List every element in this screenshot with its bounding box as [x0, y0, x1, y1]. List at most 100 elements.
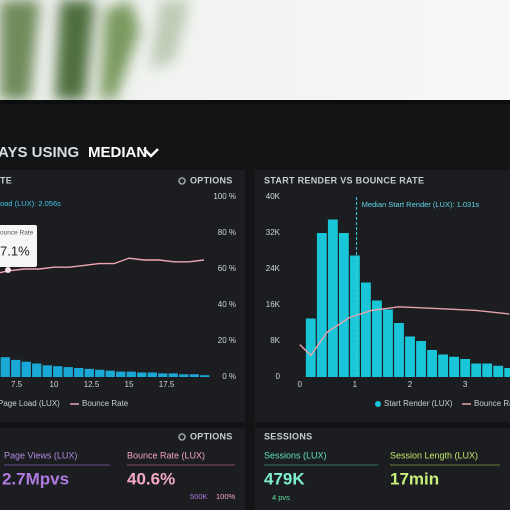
y-tick-label: 40 %	[218, 300, 236, 309]
stat-value: 17min	[390, 469, 439, 488]
legend-label: Page Load (LUX)	[0, 399, 60, 408]
histogram-bar	[53, 366, 63, 377]
y-tick-label: 0 %	[222, 372, 236, 381]
histogram-bar	[189, 374, 199, 377]
histogram-bar	[105, 370, 115, 377]
annotation: Median Start Render (LUX): 1.031s	[362, 200, 480, 209]
panel	[255, 428, 510, 510]
chevron[interactable]	[143, 148, 159, 158]
panel-title: TE	[0, 175, 12, 185]
histogram-bar	[460, 359, 471, 377]
x-tick-label: 12.5	[84, 380, 100, 389]
histogram-bar	[493, 365, 504, 377]
y-tick-label: 80 %	[218, 228, 236, 237]
histogram-bar	[394, 323, 404, 377]
legend-label: Bounce Rate	[82, 399, 129, 408]
stat-label: Session Length (LUX)	[390, 450, 478, 460]
histogram-bar	[383, 309, 393, 377]
stat-value: 2.7Mpvs	[2, 469, 69, 488]
line	[0, 257, 205, 274]
y-tick-label: 60 %	[218, 264, 236, 273]
histogram-bar	[372, 300, 382, 377]
gear-icon[interactable]	[178, 433, 186, 441]
histogram-bar	[405, 336, 415, 377]
y-tick-label: 16K	[266, 300, 281, 309]
x-tick-label: 1	[353, 380, 358, 389]
header-title-light: AYS USING	[0, 144, 79, 161]
scale-label: 100%	[216, 492, 236, 501]
histogram-bar	[63, 367, 73, 377]
stat-value: 479K	[264, 469, 305, 488]
stat-sub: 4 pvs	[272, 493, 290, 502]
x-tick-label: 3	[463, 380, 468, 389]
panel	[0, 428, 245, 510]
histogram-bar	[360, 282, 371, 377]
tooltip	[0, 225, 37, 267]
y-tick-label: 32K	[266, 228, 281, 237]
legend-label: Bounce Rate	[474, 399, 510, 408]
x-tick-label: 15	[125, 380, 134, 389]
histogram-bar	[482, 363, 493, 377]
hover-dot	[5, 267, 11, 273]
histogram-bar	[11, 359, 21, 377]
panel	[0, 170, 245, 422]
histogram-bar	[427, 350, 437, 377]
histogram-bar	[84, 368, 94, 377]
scale-label: 500K	[190, 492, 208, 501]
gear-icon[interactable]	[178, 177, 186, 185]
tooltip-value: 7.1%	[0, 243, 30, 258]
histogram-bar	[74, 368, 84, 377]
histogram-bar	[416, 341, 426, 377]
histogram-bar	[438, 354, 449, 377]
histogram-bar	[158, 373, 168, 377]
y-tick-label: 20 %	[218, 336, 236, 345]
plot	[299, 219, 510, 377]
legend-label: Start Render (LUX)	[384, 399, 453, 408]
x-tick-label: 17.5	[159, 380, 175, 389]
histogram-bar	[327, 219, 338, 377]
y-tick-label: 0	[276, 372, 281, 381]
x-tick-label: 10	[50, 380, 59, 389]
x-tick-label: 7.5	[11, 380, 23, 389]
y-tick-label: 8K	[270, 336, 280, 345]
histogram-bar	[200, 375, 210, 377]
legend-swatch	[375, 401, 381, 407]
tooltip-label: ounce Rate	[0, 230, 34, 237]
blurred-plant	[0, 0, 190, 100]
histogram-bar	[42, 365, 52, 377]
stat-label: Bounce Rate (LUX)	[127, 450, 205, 460]
y-tick-label: 24K	[266, 264, 281, 273]
stat-label: Page Views (LUX)	[4, 450, 77, 460]
stat-label: Sessions (LUX)	[264, 450, 327, 460]
histogram-bar	[126, 371, 136, 377]
y-tick-label: 100 %	[213, 192, 236, 201]
header-title-bold: MEDIAN	[88, 144, 147, 161]
plot	[0, 257, 210, 377]
histogram-bar	[471, 363, 482, 377]
histogram-bar	[168, 373, 178, 377]
histogram-bar	[316, 233, 327, 377]
annotation: oad (LUX): 2.056s	[0, 199, 61, 208]
histogram-bar	[305, 318, 316, 377]
y-tick-label: 40K	[266, 192, 281, 201]
histogram-bar	[95, 369, 105, 377]
histogram-bar	[137, 372, 147, 377]
options-button[interactable]: OPTIONS	[190, 175, 233, 185]
x-tick-label: 0	[298, 380, 303, 389]
histogram-bar	[21, 361, 31, 377]
histogram-bar	[147, 372, 157, 377]
histogram-bar	[32, 363, 42, 377]
stat-value: 40.6%	[127, 469, 175, 488]
panel-title: START RENDER VS BOUNCE RATE	[264, 175, 424, 185]
panel-title: SESSIONS	[264, 431, 312, 441]
histogram-bar	[179, 374, 189, 377]
line	[299, 306, 510, 357]
histogram-bar	[504, 368, 510, 377]
panel	[255, 170, 510, 422]
options-button[interactable]: OPTIONS	[190, 431, 233, 441]
histogram-bar	[116, 371, 126, 377]
histogram-bar	[0, 357, 10, 377]
histogram-bar	[449, 356, 460, 377]
x-tick-label: 2	[408, 380, 413, 389]
